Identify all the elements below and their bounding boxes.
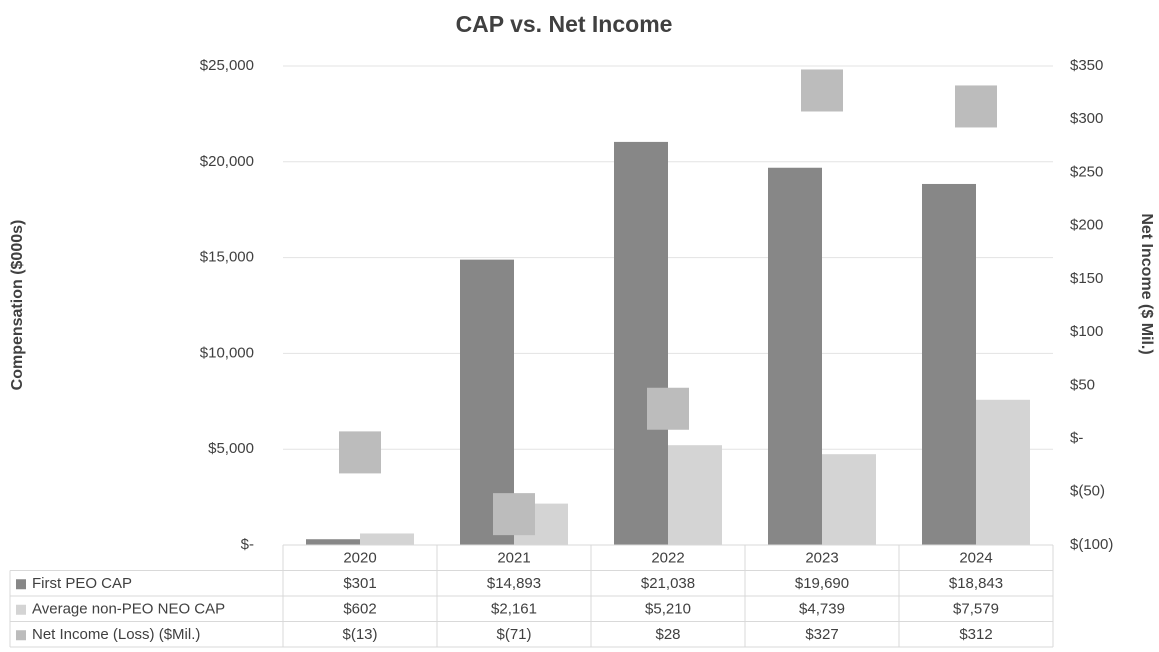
legend-key [16,630,26,641]
table-cell: $21,038 [641,575,695,592]
x-tick-label: 2020 [343,550,376,567]
marker [647,387,689,430]
x-tick-label: 2024 [959,550,992,567]
y-tick-label: $5,000 [208,440,254,457]
bar [922,183,976,545]
y-tick-label: $20,000 [200,153,254,170]
y2-tick-label: $350 [1070,57,1103,74]
table-cell: $19,690 [795,575,849,592]
table-cell: $18,843 [949,575,1003,592]
bar [668,445,722,545]
table-cell: $28 [655,626,680,643]
y2-tick-label: $(50) [1070,483,1105,500]
table-cell: $(71) [496,626,531,643]
y-tick-label: $10,000 [200,344,254,361]
marker [339,431,381,474]
bar [976,399,1030,545]
y-tick-label: $25,000 [200,57,254,74]
table-cell: $4,739 [799,601,845,618]
table-cell: $5,210 [645,601,691,618]
marker [493,493,535,536]
y2-tick-label: $(100) [1070,536,1113,553]
y2-tick-label: $300 [1070,110,1103,127]
legend-label: Net Income (Loss) ($Mil.) [32,626,200,643]
x-tick-label: 2021 [497,550,530,567]
marker [955,85,997,128]
y2-tick-label: $50 [1070,376,1095,393]
legend-key [16,604,26,615]
y-axis-title: Compensation ($000s) [9,220,26,391]
legend-label: Average non-PEO NEO CAP [32,601,225,618]
table-cell: $7,579 [953,601,999,618]
table-cell: $2,161 [491,601,537,618]
table-cell: $301 [343,575,376,592]
legend-label: First PEO CAP [32,575,132,592]
y2-tick-label: $250 [1070,163,1103,180]
y2-tick-label: $- [1070,430,1083,447]
bar [614,141,668,545]
bar [360,533,414,545]
chart-title: CAP vs. Net Income [456,11,673,37]
y-tick-label: $15,000 [200,249,254,266]
table-cell: $327 [805,626,838,643]
y2-axis-title: Net Income ($ Mil.) [1138,213,1155,354]
table-cell: $14,893 [487,575,541,592]
y-tick-label: $- [241,536,254,553]
table-cell: $602 [343,601,376,618]
y2-tick-label: $150 [1070,270,1103,287]
bar [822,454,876,545]
table-cell: $(13) [342,626,377,643]
x-tick-label: 2023 [805,550,838,567]
y2-tick-label: $100 [1070,323,1103,340]
legend-key [16,579,26,590]
bar [306,539,360,545]
y2-tick-label: $200 [1070,217,1103,234]
marker [801,69,843,112]
bar [768,167,822,545]
x-tick-label: 2022 [651,550,684,567]
table-cell: $312 [959,626,992,643]
